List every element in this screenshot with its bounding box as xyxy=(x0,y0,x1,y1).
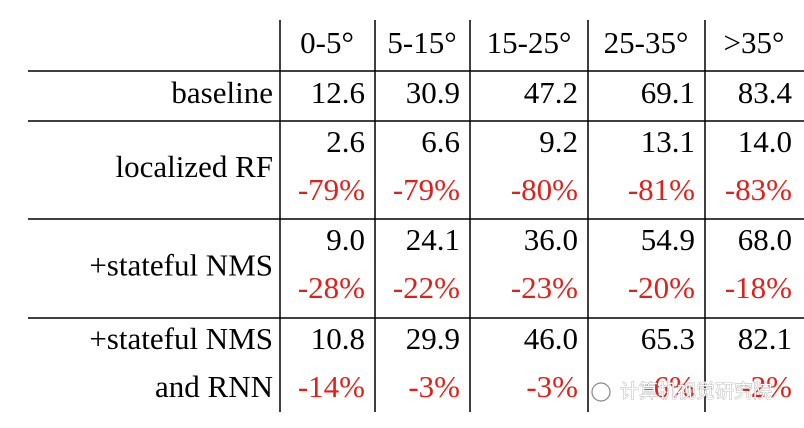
value: 47.2 xyxy=(524,75,578,110)
value: 83.4 xyxy=(738,75,793,110)
change: -23% xyxy=(511,270,578,305)
change: -79% xyxy=(298,172,365,207)
change: -22% xyxy=(393,270,460,305)
row-label: and RNN xyxy=(155,369,273,404)
value: 6.6 xyxy=(421,124,460,159)
value: 24.1 xyxy=(406,222,460,257)
change: -3% xyxy=(526,369,578,404)
value: 65.3 xyxy=(641,321,695,356)
change: -20% xyxy=(628,270,695,305)
change: -81% xyxy=(628,172,695,207)
change: -3% xyxy=(408,369,460,404)
change: -83% xyxy=(725,172,792,207)
change: -80% xyxy=(511,172,578,207)
change: -6% xyxy=(643,369,695,404)
value: 68.0 xyxy=(738,222,792,257)
row-label: localized RF xyxy=(115,149,273,184)
column-header: 5-15° xyxy=(387,25,456,60)
value: 30.9 xyxy=(406,75,460,110)
watermark: 计算机视觉研究院 xyxy=(591,380,772,403)
column-header: >35° xyxy=(724,25,785,60)
value: 36.0 xyxy=(524,222,578,257)
value: 69.1 xyxy=(641,75,695,110)
change: -14% xyxy=(298,369,365,404)
grid xyxy=(28,20,804,412)
change: -2% xyxy=(740,369,792,404)
value: 9.0 xyxy=(326,222,365,257)
value: 82.1 xyxy=(738,321,792,356)
value: 10.8 xyxy=(311,321,365,356)
column-header: 25-35° xyxy=(604,25,689,60)
value: 54.9 xyxy=(641,222,695,257)
change: -79% xyxy=(393,172,460,207)
change: -28% xyxy=(298,270,365,305)
change: -18% xyxy=(725,270,792,305)
row-label: baseline xyxy=(171,75,273,110)
watermark-text: 计算机视觉研究院 xyxy=(620,381,772,403)
row-label: +stateful NMS xyxy=(89,248,273,283)
value: 9.2 xyxy=(539,124,578,159)
value: 12.6 xyxy=(311,75,365,110)
value: 14.0 xyxy=(738,124,792,159)
column-header: 0-5° xyxy=(300,25,354,60)
value: 29.9 xyxy=(406,321,460,356)
value: 46.0 xyxy=(524,321,578,356)
watermark-icon xyxy=(591,382,611,402)
row-label: +stateful NMS xyxy=(89,321,273,356)
value: 13.1 xyxy=(641,124,695,159)
column-header: 15-25° xyxy=(487,25,572,60)
value: 2.6 xyxy=(326,124,365,159)
